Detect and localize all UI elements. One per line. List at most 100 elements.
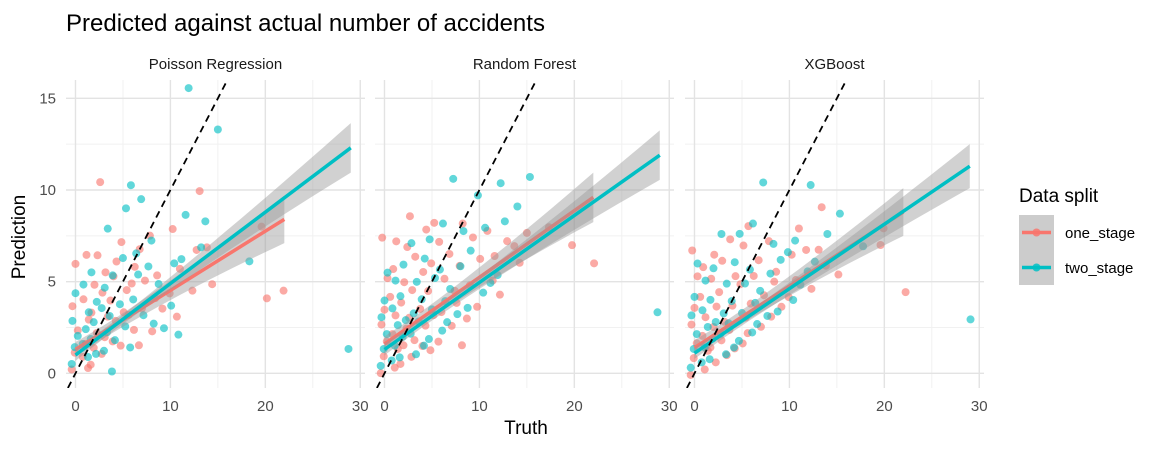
data-point-one_stage [68, 302, 77, 311]
data-point-one_stage [383, 274, 392, 283]
identity-line [686, 80, 848, 388]
legend: Data split one_stage two_stage [1019, 186, 1135, 285]
data-point-two_stage [147, 236, 156, 245]
data-point-two_stage [753, 320, 762, 329]
data-point-one_stage [503, 237, 512, 246]
data-point-two_stage [446, 285, 455, 293]
data-point-two_stage [92, 297, 101, 306]
data-point-one_stage [794, 224, 803, 233]
data-point-two_stage [686, 363, 695, 372]
data-point-one_stage [386, 292, 395, 301]
data-point-two_stage [393, 321, 402, 330]
data-point-two_stage [698, 306, 707, 315]
data-point-one_stage [717, 336, 726, 345]
legend-label-one_stage: one_stage [1065, 225, 1135, 242]
data-point-one_stage [168, 225, 177, 234]
data-point-two_stage [395, 353, 404, 362]
data-point-two_stage [766, 269, 775, 278]
data-point-two_stage [810, 257, 819, 266]
data-point-two_stage [132, 249, 141, 258]
data-point-two_stage [401, 316, 410, 325]
x-tick-label: 20 [257, 398, 274, 415]
data-point-one_stage [73, 326, 82, 335]
data-point-two_stage [687, 311, 696, 320]
data-point-one_stage [392, 237, 401, 246]
data-point-one_stage [876, 241, 885, 249]
data-point-one_stage [802, 245, 811, 254]
data-point-two_stage [137, 195, 146, 204]
data-point-two_stage [438, 219, 447, 228]
plot-area [67, 80, 353, 388]
data-point-one_stage [522, 228, 531, 237]
data-point-two_stage [380, 296, 389, 305]
x-tick-label: 30 [971, 398, 988, 415]
y-tick-label: 15 [39, 90, 56, 107]
data-point-one_stage [700, 365, 709, 374]
facet-label: Poisson Regression [149, 56, 282, 73]
trend-line-two_stage [74, 146, 352, 357]
data-point-two_stage [103, 224, 112, 233]
data-point-one_stage [90, 280, 99, 289]
data-point-two_stage [67, 359, 76, 368]
data-point-one_stage [689, 354, 698, 363]
data-point-one_stage [279, 286, 288, 295]
data-point-two_stage [110, 336, 119, 345]
panels: Poisson Regression 0 10 20 30 0 5 10 15 Random Fo… [39, 56, 987, 415]
data-point-one_stage [79, 295, 88, 304]
data-point-two_stage [388, 304, 397, 313]
data-point-two_stage [201, 217, 210, 226]
data-point-two_stage [121, 204, 130, 213]
data-point-two_stage [717, 230, 726, 238]
data-point-two_stage [424, 335, 433, 344]
x-tick-label: 0 [690, 398, 698, 415]
data-point-two_stage [181, 210, 190, 219]
x-tick-label: 20 [876, 398, 893, 415]
data-point-one_stage [430, 218, 439, 227]
data-point-one_stage [476, 254, 485, 263]
panel-2: XGBoost 0 10 20 30 [685, 56, 988, 415]
data-point-one_stage [122, 286, 131, 295]
data-point-two_stage [412, 350, 421, 359]
data-point-two_stage [783, 248, 792, 257]
data-point-two_stage [134, 270, 143, 279]
data-point-two_stage [722, 350, 731, 359]
data-point-two_stage [159, 324, 168, 333]
data-point-two_stage [425, 235, 434, 244]
data-point-one_stage [117, 238, 126, 247]
data-point-one_stage [718, 256, 727, 265]
data-point-one_stage [410, 336, 419, 345]
data-point-two_stage [121, 322, 130, 331]
trend-line-two_stage [383, 153, 661, 351]
data-point-one_stage [445, 249, 454, 258]
data-point-one_stage [379, 352, 388, 361]
data-point-one_stage [140, 276, 149, 285]
data-point-two_stage [144, 262, 153, 271]
data-point-one_stage [396, 359, 405, 368]
data-point-one_stage [715, 288, 724, 297]
data-point-one_stage [172, 312, 181, 321]
data-point-one_stage [112, 257, 121, 266]
data-point-two_stage [154, 280, 163, 289]
data-point-one_stage [590, 259, 599, 268]
x-tick-label: 10 [162, 398, 179, 415]
data-point-one_stage [726, 235, 735, 244]
data-point-one_stage [427, 259, 436, 268]
data-point-two_stage [734, 336, 743, 345]
data-point-one_stage [817, 203, 826, 212]
x-axis-label: Truth [504, 418, 548, 439]
data-point-one_stage [71, 259, 80, 268]
data-point-two_stage [107, 367, 116, 376]
data-point-two_stage [823, 230, 832, 238]
legend-label-two_stage: two_stage [1065, 260, 1133, 277]
data-point-two_stage [496, 179, 505, 188]
data-point-two_stage [382, 330, 391, 339]
data-point-one_stage [93, 251, 102, 260]
data-point-two_stage [126, 343, 135, 352]
data-point-two_stage [966, 315, 975, 324]
data-point-one_stage [262, 294, 271, 303]
data-point-one_stage [96, 178, 105, 187]
legend-point-one_stage [1032, 228, 1041, 237]
data-point-two_stage [759, 178, 768, 187]
data-point-two_stage [730, 258, 739, 267]
data-point-two_stage [789, 296, 798, 304]
